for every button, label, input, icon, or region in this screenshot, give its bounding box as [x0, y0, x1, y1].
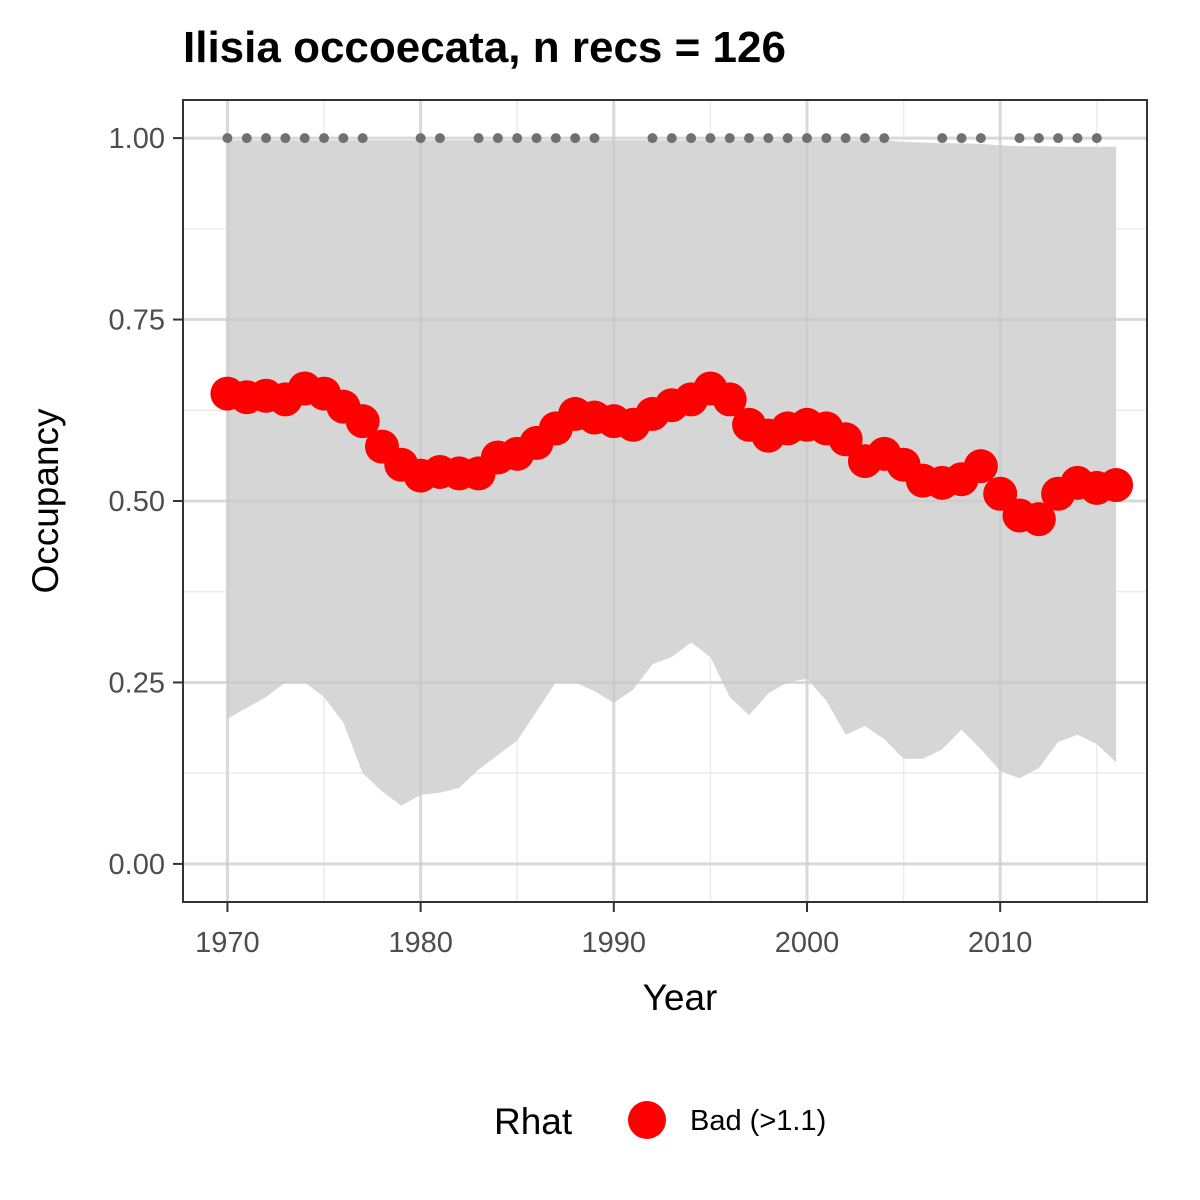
detection-point [1033, 133, 1044, 144]
detection-point [744, 133, 755, 144]
occupancy-point [345, 404, 380, 439]
detection-point [801, 133, 812, 144]
detection-point [782, 133, 793, 144]
chart-title: Ilisia occoecata, n recs = 126 [183, 23, 786, 72]
detection-points-layer [222, 133, 1102, 144]
x-tick-label: 1980 [388, 927, 453, 959]
detection-point [1014, 133, 1025, 144]
legend: Rhat Bad (>1.1) [494, 1101, 826, 1142]
detection-point [859, 133, 870, 144]
detection-point [338, 133, 349, 144]
detection-point [1053, 133, 1064, 144]
detection-point [415, 133, 426, 144]
legend-key-bad [628, 1101, 666, 1139]
legend-title: Rhat [494, 1101, 573, 1142]
y-tick-label: 0.00 [109, 849, 165, 881]
y-tick-label: 1.00 [109, 123, 165, 155]
detection-point [879, 133, 890, 144]
detection-point [512, 133, 523, 144]
detection-point [840, 133, 851, 144]
credible-interval-ribbon [227, 140, 1117, 806]
detection-point [724, 133, 735, 144]
detection-point [666, 133, 677, 144]
occupancy-points-layer [210, 371, 1134, 537]
x-tick-label: 1990 [582, 927, 647, 959]
x-tick-label: 2000 [775, 927, 840, 959]
detection-point [589, 133, 600, 144]
detection-point [686, 133, 697, 144]
detection-point [956, 133, 967, 144]
detection-point [280, 133, 291, 144]
detection-point [261, 133, 272, 144]
occupancy-point [963, 449, 998, 484]
detection-point [434, 133, 445, 144]
detection-point [550, 133, 561, 144]
y-tick-label: 0.75 [109, 305, 165, 337]
x-tick-label: 2010 [968, 927, 1033, 959]
detection-point [299, 133, 310, 144]
legend-label-bad: Bad (>1.1) [690, 1105, 826, 1137]
x-tick-label: 1970 [195, 927, 260, 959]
occupancy-point [828, 422, 863, 457]
detection-point [937, 133, 948, 144]
detection-point [821, 133, 832, 144]
credible-interval-layer [227, 140, 1117, 806]
occupancy-point [1099, 468, 1134, 503]
y-tick-label: 0.50 [109, 486, 165, 518]
y-tick-label: 0.25 [109, 667, 165, 699]
detection-point [492, 133, 503, 144]
detection-point [319, 133, 330, 144]
detection-point [647, 133, 658, 144]
occupancy-point [983, 476, 1018, 511]
occupancy-point [1021, 502, 1056, 537]
detection-point [763, 133, 774, 144]
axis-ticks-layer: 1970 1980 1990 2000 2010 0.00 0.25 0.50 0.75 1.00 [109, 123, 1033, 959]
detection-point [975, 133, 986, 144]
detection-point [705, 133, 716, 144]
detection-point [357, 133, 368, 144]
major-grid-layer [183, 100, 1147, 902]
detection-point [531, 133, 542, 144]
detection-point [570, 133, 581, 144]
occupancy-point [712, 382, 747, 417]
detection-point [222, 133, 233, 144]
detection-point [241, 133, 252, 144]
detection-point [1072, 133, 1083, 144]
detection-point [1091, 133, 1102, 144]
x-axis-title: Year [643, 977, 718, 1018]
detection-point [473, 133, 484, 144]
y-axis-title: Occupancy [25, 408, 66, 594]
